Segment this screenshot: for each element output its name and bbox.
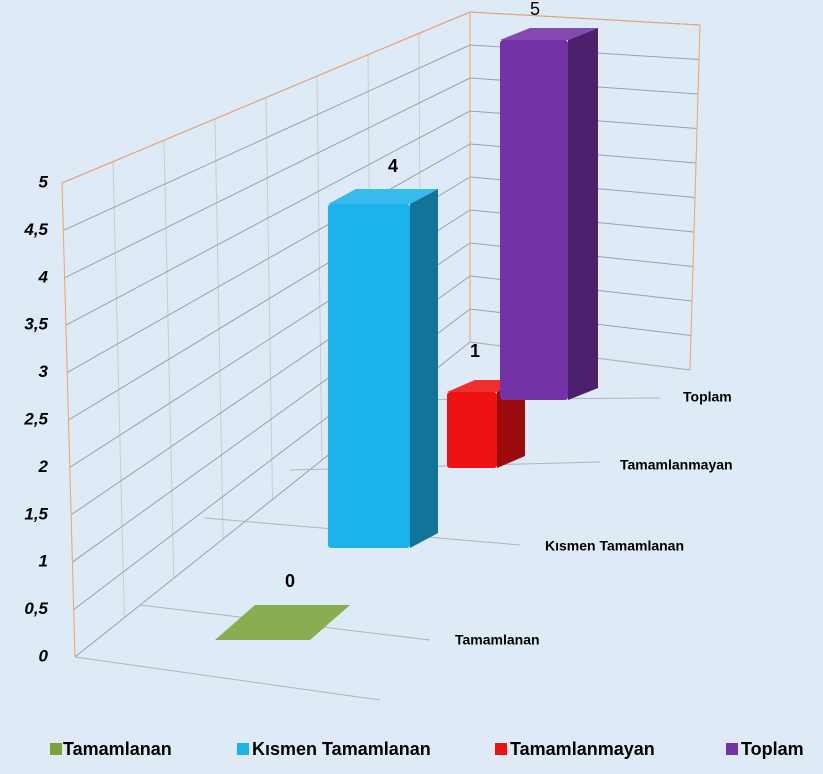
y-tick-label: 0 [39,646,49,665]
axis-line [61,11,471,184]
floor-line [74,656,381,701]
grid-line [65,110,471,326]
bar-front [328,204,410,548]
bar-side [410,189,438,548]
grid-line [63,44,471,231]
category-label: Tamamlanan [455,632,540,648]
category-label: Kısmen Tamamlanan [545,538,684,554]
bar-top [215,605,350,640]
value-label: 0 [285,571,295,591]
legend-label: Kısmen Tamamlanan [252,739,431,759]
legend-swatch [495,743,507,755]
value-label: 1 [470,341,480,361]
bar-side [497,380,525,468]
y-tick-label: 5 [39,172,49,191]
bar-front [447,392,497,468]
y-tick-label: 1 [39,552,48,571]
y-tick-label: 4,5 [23,220,48,239]
grid-line [64,77,471,279]
bar-front [500,40,568,400]
y-tick-label: 2,5 [23,409,48,428]
legend-label: Tamamlanan [63,739,172,759]
y-tick-label: 2 [38,457,49,476]
category-label: Tamamlanmayan [620,457,733,473]
bar-top-shade [328,189,438,204]
y-tick-label: 3,5 [24,315,48,334]
axis-line [689,24,701,371]
axis-line [61,182,76,658]
y-tick-label: 1,5 [24,504,48,523]
value-label: 5 [530,0,540,19]
bar-top [500,28,598,40]
bar-side-shade [410,189,438,548]
legend-swatch [726,743,738,755]
legend-label: Toplam [741,739,804,759]
bar-top-shade [500,28,598,40]
legend-swatch [237,743,249,755]
axis-line [469,11,701,26]
y-tick-label: 3 [39,362,49,381]
legend-label: Tamamlanmayan [510,739,655,759]
bar-side [568,28,598,400]
legend-swatch [50,743,62,755]
bar-top-shade [215,605,350,640]
category-label: Toplam [683,389,732,405]
y-tick-label: 4 [38,267,49,286]
bar-side-shade [568,28,598,400]
y-tick-label: 0,5 [24,599,48,618]
bar-top [328,189,438,204]
bar-side-shade [497,380,525,468]
value-label: 4 [388,156,398,176]
grid-line [66,143,471,374]
